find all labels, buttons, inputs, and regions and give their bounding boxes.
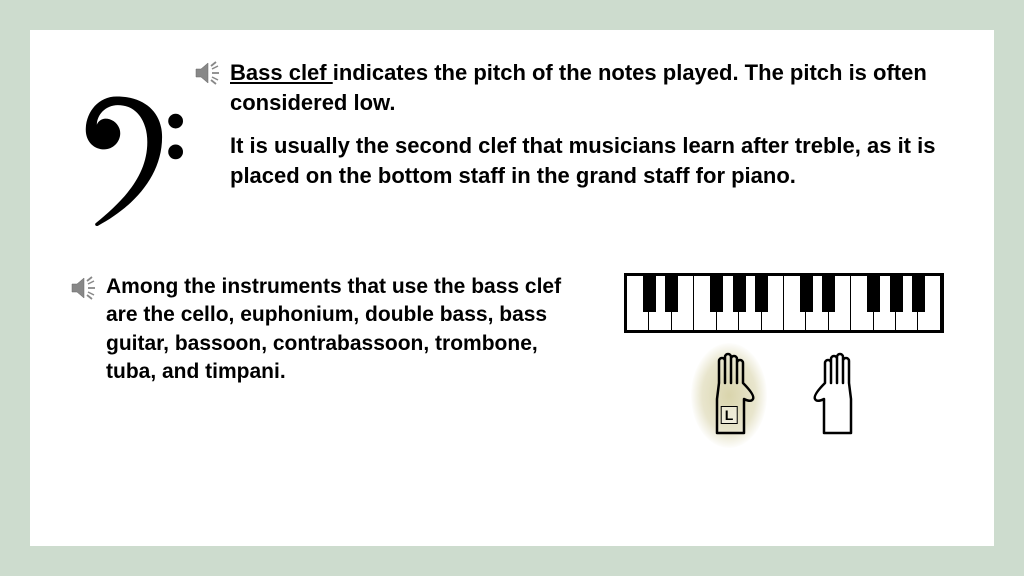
black-key xyxy=(822,276,835,312)
hands: L xyxy=(699,351,869,440)
black-key xyxy=(755,276,768,312)
paragraph-3-wrap: Among the instruments that use the bass … xyxy=(70,273,584,440)
right-graphics: L xyxy=(614,273,954,440)
bass-clef-symbol xyxy=(70,58,210,243)
black-key xyxy=(643,276,656,312)
paragraph-1: Bass clef indicates the pitch of the not… xyxy=(230,58,954,117)
top-section: Bass clef indicates the pitch of the not… xyxy=(70,58,954,243)
speaker-icon xyxy=(70,275,100,309)
black-key xyxy=(800,276,813,312)
paragraph-2: It is usually the second clef that music… xyxy=(230,131,954,190)
right-hand xyxy=(809,351,869,440)
left-hand-label: L xyxy=(721,406,738,424)
black-key xyxy=(710,276,723,312)
bottom-section: Among the instruments that use the bass … xyxy=(70,273,954,440)
black-key xyxy=(665,276,678,312)
piano-keyboard xyxy=(624,273,944,333)
black-key xyxy=(912,276,925,312)
slide: Bass clef indicates the pitch of the not… xyxy=(30,30,994,546)
paragraph-3: Among the instruments that use the bass … xyxy=(106,275,561,383)
text-column: Bass clef indicates the pitch of the not… xyxy=(230,58,954,191)
para1-rest: indicates the pitch of the notes played.… xyxy=(230,60,927,115)
speaker-icon xyxy=(194,60,224,94)
black-key xyxy=(867,276,880,312)
left-hand: L xyxy=(699,351,759,440)
lead-term: Bass clef xyxy=(230,60,333,85)
black-key xyxy=(890,276,903,312)
black-key xyxy=(733,276,746,312)
